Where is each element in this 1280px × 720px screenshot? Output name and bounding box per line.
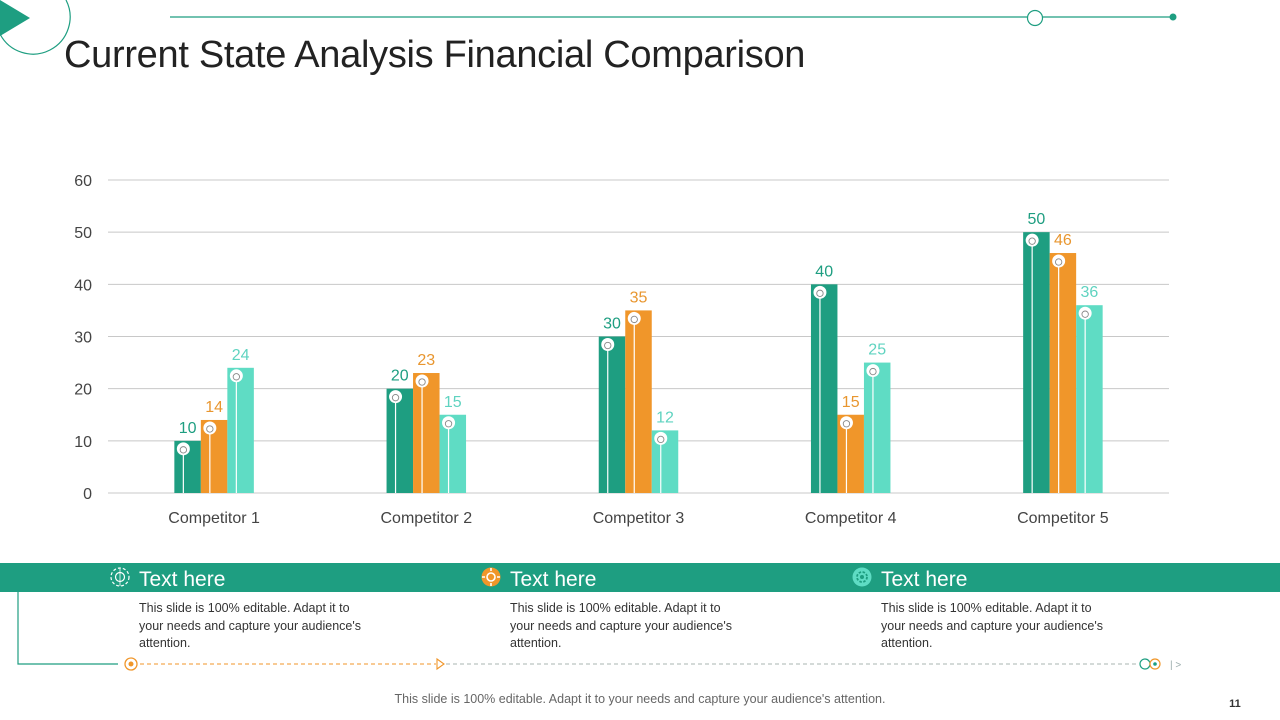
corner-arc xyxy=(0,0,71,55)
info-heading-3: Text here xyxy=(881,568,968,591)
bar-4-series-3 xyxy=(863,362,891,493)
data-label-1-series-3: 24 xyxy=(232,347,250,364)
bar-pin-ring-1-2 xyxy=(206,425,214,433)
bar-2-series-1 xyxy=(386,388,414,493)
bar-pin-ring-5-3 xyxy=(1081,310,1089,318)
data-label-4-series-1: 40 xyxy=(815,263,833,280)
top-rule-dot xyxy=(1169,13,1177,21)
y-tick-label-40: 40 xyxy=(74,277,92,294)
bar-pin-ring-4-3 xyxy=(869,367,877,376)
timeline-end-chevron: | > xyxy=(1170,660,1181,671)
bar-pin-ring-1-3 xyxy=(232,373,241,381)
info-body-2: This slide is 100% editable. Adapt it to… xyxy=(510,601,732,650)
info-body-1: This slide is 100% editable. Adapt it to… xyxy=(139,601,361,650)
data-label-5-series-2: 46 xyxy=(1054,232,1072,249)
gear-icon xyxy=(852,567,872,587)
bar-pin-ring-3-1 xyxy=(604,341,612,350)
info-heading-2: Text here xyxy=(510,568,597,591)
top-rule-ring xyxy=(1026,9,1044,27)
y-tick-label-30: 30 xyxy=(74,330,92,347)
info-heading-1: Text here xyxy=(139,568,226,591)
page-title: Current State Analysis Financial Compari… xyxy=(64,34,806,76)
bar-2-series-2 xyxy=(413,373,440,493)
x-tick-label-2: Competitor 2 xyxy=(381,510,473,527)
y-tick-label-0: 0 xyxy=(83,486,92,503)
data-label-2-series-1: 20 xyxy=(391,368,409,385)
left-bracket xyxy=(17,592,118,665)
x-tick-label-1: Competitor 1 xyxy=(168,510,260,527)
data-label-2-series-2: 23 xyxy=(417,352,435,369)
footer-note: This slide is 100% editable. Adapt it to… xyxy=(394,692,886,706)
bar-pin-ring-2-1 xyxy=(391,394,400,402)
y-tick-label-10: 10 xyxy=(74,434,92,451)
y-tick-label-20: 20 xyxy=(74,382,92,399)
data-label-5-series-1: 50 xyxy=(1028,211,1046,228)
bar-4-series-1 xyxy=(810,284,838,493)
x-tick-label-3: Competitor 3 xyxy=(593,510,685,527)
bar-pin-ring-2-2 xyxy=(418,378,426,386)
timeline-end-ring-1 xyxy=(1139,658,1151,670)
y-tick-label-50: 50 xyxy=(74,225,92,242)
bar-chart: 0 10 20 30 40 50 60 10 14 24 Competitor 1 20 23 15 Com… xyxy=(74,173,1169,527)
data-label-2-series-3: 15 xyxy=(444,394,462,411)
bar-5-series-2 xyxy=(1049,253,1077,493)
globe-icon xyxy=(110,567,130,587)
info-band xyxy=(0,563,1280,592)
data-label-1-series-2: 14 xyxy=(205,399,223,416)
bar-pin-ring-4-2 xyxy=(842,420,851,428)
info-body-3: This slide is 100% editable. Adapt it to… xyxy=(881,601,1103,650)
data-label-5-series-3: 36 xyxy=(1081,284,1099,301)
bar-5-series-3 xyxy=(1076,305,1103,493)
data-label-1-series-1: 10 xyxy=(179,420,197,437)
data-label-3-series-2: 35 xyxy=(630,289,648,306)
timeline-arrow xyxy=(436,657,445,671)
bar-5-series-1 xyxy=(1023,232,1050,493)
data-label-3-series-3: 12 xyxy=(656,409,674,426)
bar-pin-ring-3-2 xyxy=(630,315,638,324)
settings-icon xyxy=(481,567,501,587)
x-tick-label-4: Competitor 4 xyxy=(805,510,897,527)
corner-triangle xyxy=(0,0,30,36)
bar-4-series-2 xyxy=(837,414,864,493)
data-label-3-series-1: 30 xyxy=(603,316,621,333)
bar-pin-ring-3-3 xyxy=(657,435,665,444)
bar-pin-ring-5-2 xyxy=(1055,258,1063,266)
page-number: 11 xyxy=(1229,698,1241,710)
bar-pin-ring-2-3 xyxy=(444,420,453,428)
bar-3-series-2 xyxy=(625,310,652,493)
x-tick-label-5: Competitor 5 xyxy=(1017,510,1109,527)
bar-2-series-3 xyxy=(439,414,467,493)
bar-pin-ring-4-1 xyxy=(816,289,824,297)
data-label-4-series-2: 15 xyxy=(842,394,860,411)
bar-pin-ring-1-1 xyxy=(179,446,188,454)
data-label-4-series-3: 25 xyxy=(868,342,886,359)
bar-pin-ring-5-1 xyxy=(1028,237,1036,245)
bar-3-series-1 xyxy=(598,336,626,493)
y-tick-label-60: 60 xyxy=(74,173,92,190)
bar-1-series-3 xyxy=(227,367,254,493)
